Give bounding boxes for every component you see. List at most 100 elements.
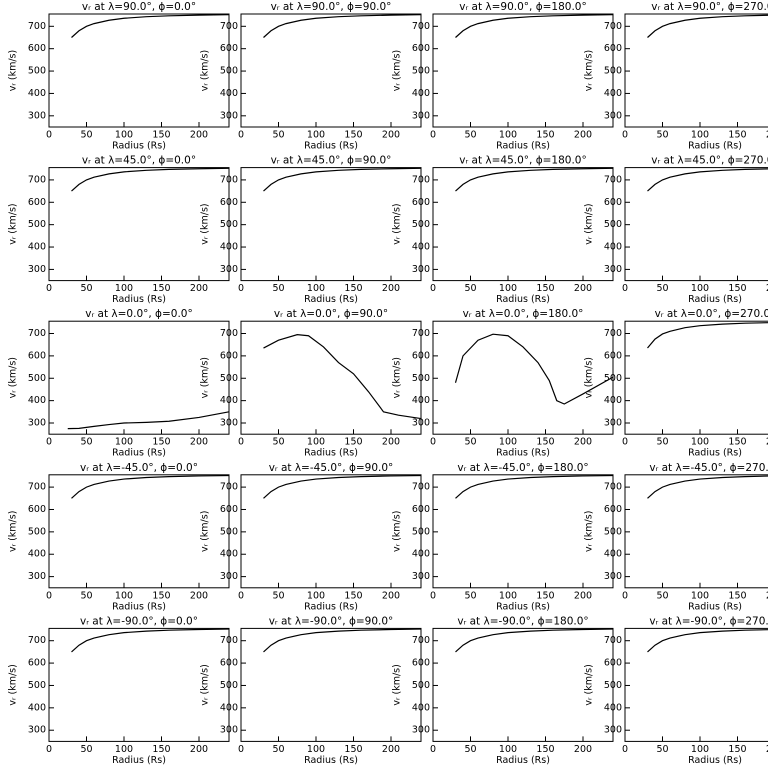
x-tick-label: 200 bbox=[382, 744, 400, 755]
y-tick-label: 700 bbox=[412, 328, 430, 339]
x-tick-label: 0 bbox=[46, 744, 52, 755]
x-tick-label: 200 bbox=[190, 283, 208, 294]
x-tick-label: 150 bbox=[152, 130, 170, 141]
x-axis-label: Radius (Rs) bbox=[688, 141, 742, 152]
x-tick-label: 200 bbox=[766, 590, 768, 601]
y-tick-label: 600 bbox=[604, 504, 622, 515]
plot-frame bbox=[432, 474, 614, 589]
y-tick-label: 300 bbox=[604, 571, 622, 582]
x-tick-label: 150 bbox=[536, 590, 554, 601]
y-tick-label: 300 bbox=[604, 264, 622, 275]
plot-frame bbox=[48, 474, 230, 589]
y-axis-label: vᵣ (km/s) bbox=[200, 664, 211, 705]
y-tick-label: 600 bbox=[28, 504, 46, 515]
y-tick-label: 300 bbox=[220, 418, 238, 429]
y-tick-label: 500 bbox=[412, 680, 430, 691]
data-line bbox=[647, 14, 768, 38]
y-axis-label: vᵣ (km/s) bbox=[200, 203, 211, 244]
x-tick-label: 0 bbox=[238, 437, 244, 448]
y-tick-label: 400 bbox=[604, 702, 622, 713]
y-tick-label: 600 bbox=[412, 197, 430, 208]
y-tick-label: 500 bbox=[412, 526, 430, 537]
y-axis-label: vᵣ (km/s) bbox=[392, 664, 403, 705]
x-tick-label: 200 bbox=[382, 130, 400, 141]
y-axis-label: vᵣ (km/s) bbox=[392, 357, 403, 398]
x-tick-label: 0 bbox=[430, 437, 436, 448]
y-tick-label: 700 bbox=[604, 21, 622, 32]
y-tick-label: 400 bbox=[28, 242, 46, 253]
y-tick-label: 400 bbox=[604, 395, 622, 406]
x-axis-label: Radius (Rs) bbox=[688, 755, 742, 766]
x-tick-label: 100 bbox=[691, 283, 709, 294]
x-tick-label: 0 bbox=[622, 130, 628, 141]
data-line bbox=[67, 411, 230, 430]
y-tick-label: 500 bbox=[28, 66, 46, 77]
x-tick-label: 150 bbox=[728, 437, 746, 448]
y-tick-label: 400 bbox=[28, 549, 46, 560]
chart-title: vᵣ at λ=-90.0°, ϕ=90.0° bbox=[269, 615, 394, 627]
y-tick-label: 300 bbox=[220, 110, 238, 121]
data-line bbox=[455, 474, 614, 499]
chart-title: vᵣ at λ=45.0°, ϕ=270.0° bbox=[651, 155, 768, 167]
y-tick-label: 300 bbox=[220, 725, 238, 736]
y-tick-label: 400 bbox=[220, 242, 238, 253]
x-tick-label: 100 bbox=[115, 437, 133, 448]
x-tick-label: 150 bbox=[344, 437, 362, 448]
x-axis-label: Radius (Rs) bbox=[688, 601, 742, 612]
plot-frame bbox=[432, 627, 614, 742]
y-tick-label: 600 bbox=[412, 504, 430, 515]
x-tick-label: 150 bbox=[152, 283, 170, 294]
data-line bbox=[263, 14, 422, 38]
x-tick-label: 100 bbox=[115, 283, 133, 294]
x-tick-label: 150 bbox=[536, 283, 554, 294]
y-tick-label: 600 bbox=[604, 197, 622, 208]
x-axis-label: Radius (Rs) bbox=[112, 755, 166, 766]
plot-frame bbox=[624, 627, 768, 742]
plot-frame bbox=[240, 13, 422, 128]
x-tick-label: 50 bbox=[80, 130, 92, 141]
y-tick-label: 600 bbox=[28, 197, 46, 208]
y-tick-label: 400 bbox=[604, 549, 622, 560]
chart-title: vᵣ at λ=45.0°, ϕ=90.0° bbox=[271, 155, 392, 167]
y-tick-label: 400 bbox=[220, 88, 238, 99]
x-tick-label: 150 bbox=[152, 744, 170, 755]
plot-frame bbox=[48, 320, 230, 435]
y-tick-label: 600 bbox=[220, 658, 238, 669]
y-tick-label: 400 bbox=[604, 88, 622, 99]
y-axis-label: vᵣ (km/s) bbox=[584, 203, 595, 244]
y-tick-label: 700 bbox=[412, 635, 430, 646]
x-tick-label: 0 bbox=[238, 130, 244, 141]
x-tick-label: 50 bbox=[464, 283, 476, 294]
y-tick-label: 300 bbox=[28, 110, 46, 121]
x-tick-label: 100 bbox=[307, 437, 325, 448]
y-tick-label: 300 bbox=[412, 725, 430, 736]
chart-title: vᵣ at λ=0.0°, ϕ=180.0° bbox=[463, 308, 584, 320]
x-tick-label: 50 bbox=[656, 130, 668, 141]
x-tick-label: 150 bbox=[344, 283, 362, 294]
x-tick-label: 50 bbox=[272, 283, 284, 294]
data-line bbox=[454, 333, 614, 405]
x-tick-label: 100 bbox=[307, 590, 325, 601]
y-tick-label: 300 bbox=[412, 418, 430, 429]
x-tick-label: 100 bbox=[499, 283, 517, 294]
x-tick-label: 200 bbox=[190, 744, 208, 755]
y-tick-label: 500 bbox=[220, 526, 238, 537]
y-tick-label: 500 bbox=[220, 66, 238, 77]
y-axis-label: vᵣ (km/s) bbox=[8, 203, 19, 244]
plot-frame bbox=[240, 627, 422, 742]
x-tick-label: 200 bbox=[766, 283, 768, 294]
x-axis-label: Radius (Rs) bbox=[112, 448, 166, 459]
y-tick-label: 300 bbox=[604, 725, 622, 736]
plot-frame bbox=[240, 167, 422, 282]
y-tick-label: 400 bbox=[28, 88, 46, 99]
x-tick-label: 200 bbox=[766, 744, 768, 755]
y-tick-label: 400 bbox=[412, 549, 430, 560]
y-tick-label: 600 bbox=[412, 350, 430, 361]
chart-title: vᵣ at λ=-45.0°, ϕ=90.0° bbox=[269, 462, 394, 474]
chart-title: vᵣ at λ=45.0°, ϕ=180.0° bbox=[459, 155, 587, 167]
y-tick-label: 500 bbox=[28, 526, 46, 537]
x-tick-label: 150 bbox=[728, 744, 746, 755]
x-tick-label: 50 bbox=[272, 437, 284, 448]
y-tick-label: 700 bbox=[604, 328, 622, 339]
